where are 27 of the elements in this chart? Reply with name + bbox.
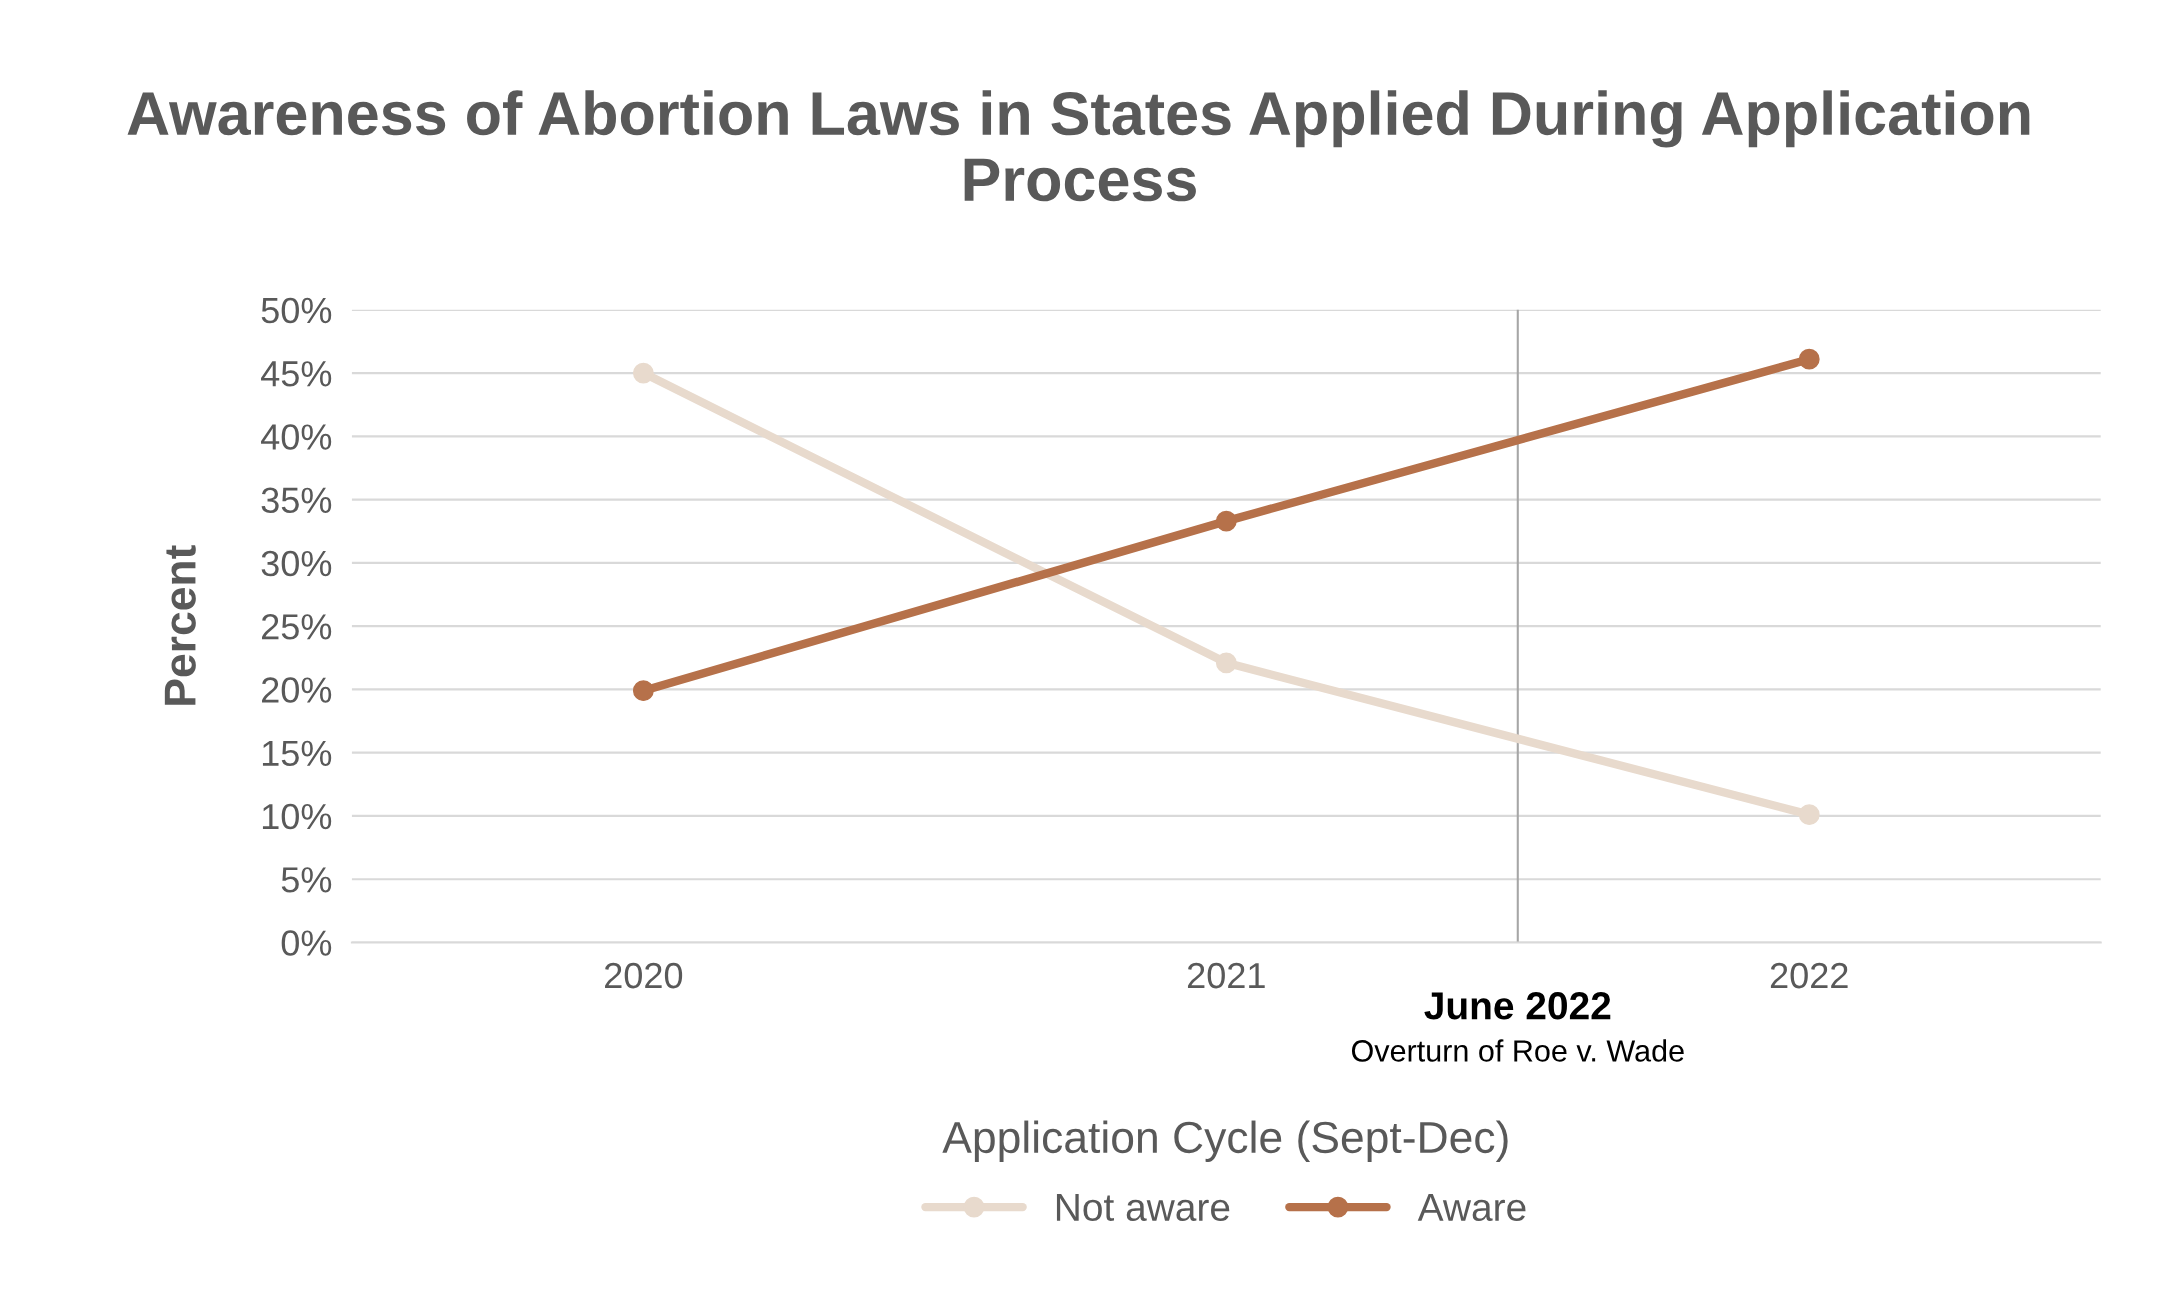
y-tick-label: 20%: [262, 677, 332, 703]
x-tick-label: 2022: [1770, 962, 1848, 989]
y-tick-label: 45%: [261, 361, 332, 387]
y-axis-title: Percent: [164, 545, 196, 705]
point: [1798, 348, 1820, 370]
y-tick-label: 5%: [281, 867, 332, 893]
legend-label: Aware: [1417, 1193, 1526, 1222]
point: [632, 362, 654, 384]
y-tick-label: 35%: [261, 487, 332, 514]
chart-title: Awareness of Abortion Laws in States Applied During Application Process: [127, 90, 2030, 202]
x-tick-label: 2020: [605, 962, 683, 989]
y-tick-label: 15%: [262, 740, 332, 767]
point: [632, 680, 654, 702]
y-tick-label: 25%: [262, 614, 332, 640]
legend-label: Not aware: [1056, 1193, 1230, 1222]
point: [1798, 804, 1820, 826]
point: [1215, 652, 1237, 674]
ref-line-label: June 2022: [1424, 992, 1611, 1020]
y-tick-label: 50%: [261, 297, 332, 324]
y-tick-label: 0%: [281, 930, 332, 956]
y-tick-label: 10%: [262, 803, 332, 830]
x-axis-title: Application Cycle (Sept-Dec): [942, 1120, 1508, 1162]
y-tick-label: 30%: [261, 550, 332, 577]
y-tick-label: 40%: [261, 424, 332, 450]
point: [1215, 510, 1237, 532]
x-tick-label: 2021: [1187, 962, 1265, 989]
text: Overturn of Roe v. Wade: [1351, 1039, 1684, 1062]
